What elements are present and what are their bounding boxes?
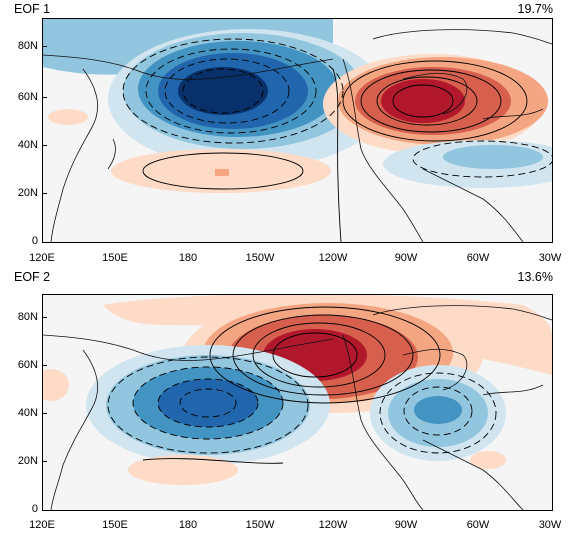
eof2-ylabel-80: 80N: [17, 311, 38, 323]
eof1-ytick-20: [42, 193, 47, 194]
eof1-xlabel-120w: 120W: [318, 252, 348, 264]
eof2-ytick-20: [42, 461, 47, 462]
eof1-coastlines: [43, 29, 552, 242]
eof1-xlabel-150w: 150W: [245, 252, 275, 264]
eof1-ylabel-40: 40N: [17, 139, 38, 151]
eof2-xlabel-120w: 120W: [318, 519, 348, 531]
eof2-ylabel-0: 0: [31, 503, 38, 515]
eof2-eneg-mid: [414, 396, 462, 424]
eof1-panel: EOF 1 19.7%: [14, 2, 562, 264]
eof2-xlabel-150e: 150E: [102, 519, 128, 531]
eof1-xlabel-30w: 30W: [538, 252, 562, 264]
eof2-xlabel-120e: 120E: [29, 519, 55, 531]
eof2-xlabel-30w: 30W: [538, 519, 562, 531]
eof1-aleutian-core: [178, 67, 268, 115]
eof2-wneg-dark: [158, 379, 258, 427]
eof1-atl-light: [443, 145, 543, 169]
eof2-xlabel-90w: 90W: [394, 519, 418, 531]
eof1-ylabel-0: 0: [31, 235, 38, 247]
eof2-xlabel-60w: 60W: [466, 519, 490, 531]
eof2-coastlines: [43, 305, 552, 510]
eof1-ytick-60: [42, 97, 47, 98]
eof2-contours: [107, 306, 497, 464]
eof2-map: [42, 294, 553, 511]
eof1-map: [42, 18, 553, 243]
eof1-map-svg: [43, 19, 552, 242]
eof2-ylabel-60: 60N: [17, 359, 38, 371]
eof2-variance: 13.6%: [517, 270, 553, 284]
eof2-subtrop-pos: [128, 455, 238, 485]
eof1-title: EOF 1: [14, 2, 51, 16]
eof1-na-core: [381, 79, 465, 123]
eof1-xlabel-180: 180: [178, 252, 198, 264]
eof1-xlabel-120e: 120E: [29, 252, 55, 264]
eof1-ylabel-60: 60N: [17, 91, 38, 103]
eof1-ytick-80: [42, 46, 47, 47]
eof2-ylabel-20: 20N: [17, 455, 38, 467]
eof2-ylabel-40: 40N: [17, 407, 38, 419]
eof1-contours: [122, 38, 552, 242]
eof2-ytick-80: [42, 317, 47, 318]
eof2-west-pale: [43, 369, 69, 401]
eof1-xlabel-90w: 90W: [394, 252, 418, 264]
eof2-ytick-40: [42, 413, 47, 414]
eof1-xlabel-150e: 150E: [102, 252, 128, 264]
eof1-ylabel-20: 20N: [17, 187, 38, 199]
eof2-xlabel-180: 180: [178, 519, 198, 531]
eof1-ylabel-80: 80N: [17, 40, 38, 52]
eof2-panel: EOF 2 13.6%: [0, 268, 575, 535]
eof1-variance: 19.7%: [517, 2, 553, 16]
eof1-west-pos: [48, 109, 88, 125]
eof2-atl-pos: [470, 451, 506, 469]
eof2-map-svg: [43, 295, 552, 510]
eof2-xlabel-150w: 150W: [245, 519, 275, 531]
eof1-ytick-40: [42, 145, 47, 146]
eof1-xlabel-60w: 60W: [466, 252, 490, 264]
eof2-title: EOF 2: [14, 270, 51, 284]
eof2-ytick-60: [42, 365, 47, 366]
